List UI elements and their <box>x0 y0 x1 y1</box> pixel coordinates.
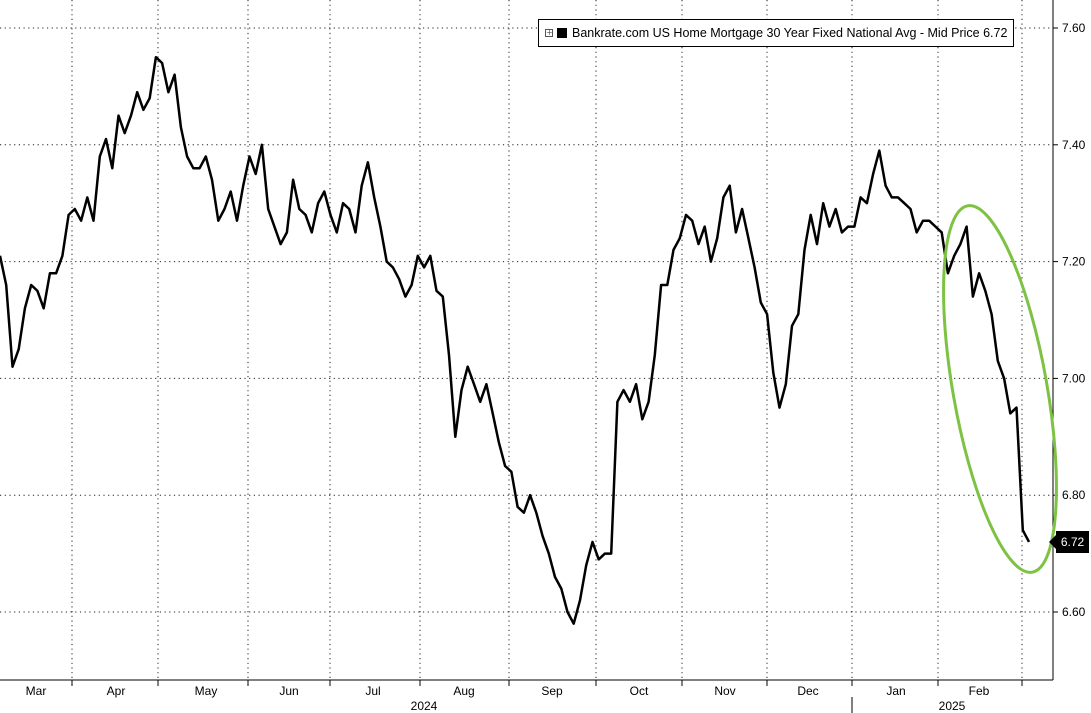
x-tick-label: Jun <box>279 684 298 698</box>
y-tick-label: 7.40 <box>1062 138 1086 152</box>
y-tick-label: 7.20 <box>1062 255 1086 269</box>
y-tick-label: 6.80 <box>1062 488 1086 502</box>
gridlines <box>0 0 1053 680</box>
x-tick-label: May <box>195 684 218 698</box>
legend-series-name: Bankrate.com US Home Mortgage 30 Year Fi… <box>572 26 1008 40</box>
x-tick-label: Jul <box>365 684 380 698</box>
year-label: 2025 <box>939 699 966 713</box>
x-tick-label: Dec <box>797 684 818 698</box>
x-tick-label: Jan <box>886 684 905 698</box>
y-tick-label: 6.60 <box>1062 605 1086 619</box>
x-tick-label: Feb <box>969 684 990 698</box>
highlight-ellipse <box>942 204 1058 574</box>
x-tick-label: Aug <box>453 684 474 698</box>
x-tick-label: Mar <box>26 684 47 698</box>
y-tick-label: 7.60 <box>1062 21 1086 35</box>
axes <box>0 0 1054 681</box>
x-tick-label: Nov <box>714 684 735 698</box>
x-axis-ticks: Mar Apr May Jun Jul Aug Sep Oct Nov Dec Jan Feb 2024… <box>26 680 1023 713</box>
x-tick-label: Oct <box>630 684 649 698</box>
year-label: 2024 <box>411 699 438 713</box>
expand-icon[interactable]: + <box>545 28 553 37</box>
y-tick-label: 7.00 <box>1062 371 1086 385</box>
last-value-badge: 6.72 <box>1049 531 1089 553</box>
series-line-group <box>0 55 1031 625</box>
x-tick-label: Apr <box>107 684 126 698</box>
x-tick-label: Sep <box>541 684 563 698</box>
series-line <box>0 55 1031 625</box>
highlight-annotation <box>942 204 1058 574</box>
chart-legend[interactable]: + Bankrate.com US Home Mortgage 30 Year … <box>538 19 1015 47</box>
y-axis-ticks: 6.60 6.80 7.00 7.20 7.40 7.60 <box>1053 21 1086 619</box>
series-color-swatch <box>557 28 567 38</box>
